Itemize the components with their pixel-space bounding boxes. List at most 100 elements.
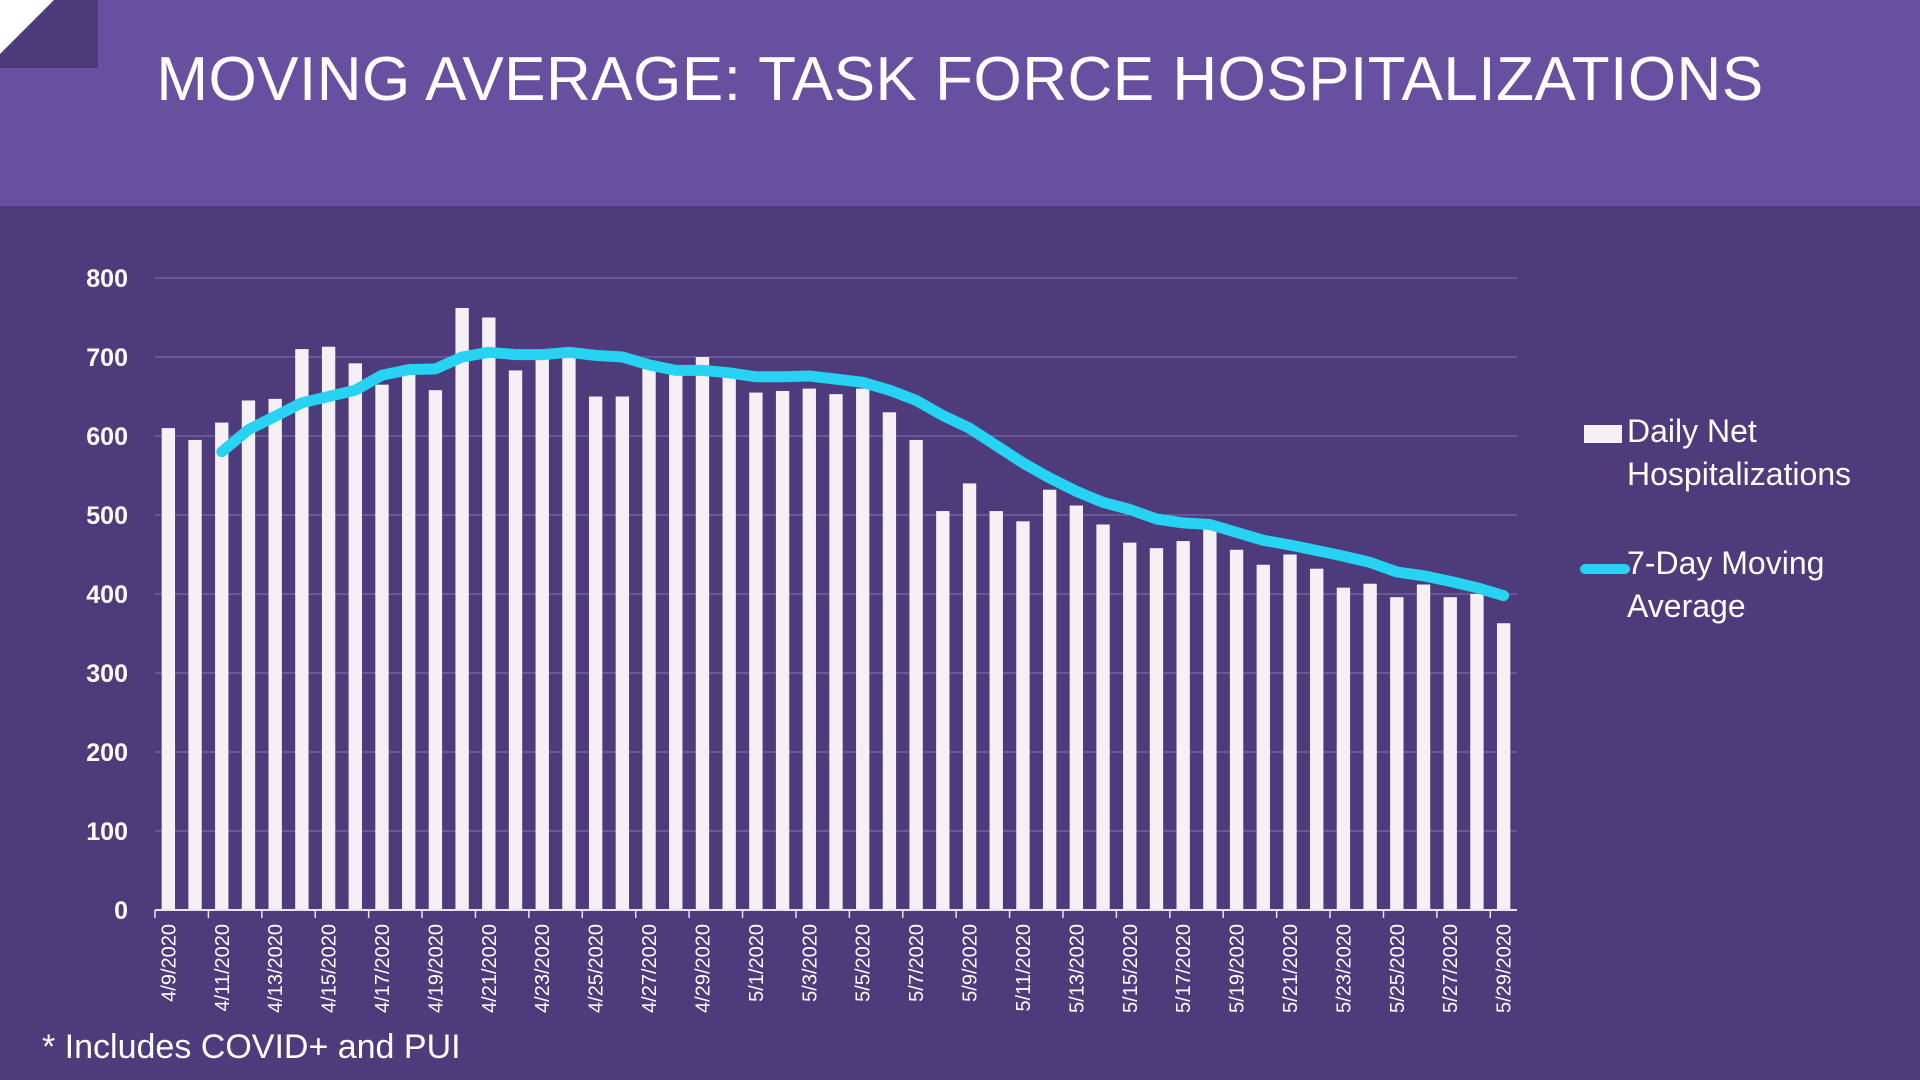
legend-label-moving-average: 7-Day Moving Average <box>1627 545 1825 624</box>
bar <box>615 396 630 910</box>
bar <box>562 357 576 910</box>
y-tick-label: 200 <box>86 739 128 767</box>
chart-legend: Daily Net Hospitalizations 7-Day Moving … <box>1580 410 1910 674</box>
bar <box>1310 568 1324 910</box>
y-tick-label: 400 <box>86 581 128 609</box>
bar <box>1416 584 1431 910</box>
x-tick-label: 4/21/2020 <box>479 924 501 1013</box>
x-tick-label: 5/29/2020 <box>1494 924 1516 1013</box>
bar <box>882 412 897 910</box>
x-tick-label: 5/23/2020 <box>1333 924 1355 1013</box>
bar <box>1390 597 1404 910</box>
x-tick-label: 4/23/2020 <box>532 924 554 1013</box>
bar <box>642 368 656 911</box>
bar <box>588 396 603 910</box>
x-tick-label: 5/19/2020 <box>1227 924 1249 1013</box>
x-tick-label: 5/13/2020 <box>1066 924 1088 1013</box>
x-tick-label: 5/9/2020 <box>960 924 982 1002</box>
bar <box>1176 541 1190 910</box>
x-tick-label: 5/5/2020 <box>853 924 875 1002</box>
y-tick-label: 500 <box>86 502 128 530</box>
bar <box>1496 623 1511 910</box>
bar <box>1203 526 1217 910</box>
bar <box>1283 554 1297 910</box>
x-axis <box>154 909 1517 918</box>
x-tick-label: 4/9/2020 <box>158 924 180 1002</box>
x-tick-label: 5/3/2020 <box>799 924 821 1002</box>
bar <box>348 363 362 910</box>
bar <box>989 511 1003 910</box>
bar <box>962 483 977 910</box>
slide-title: MOVING AVERAGE: TASK FORCE HOSPITALIZATI… <box>156 45 1764 114</box>
bar <box>1256 564 1270 910</box>
legend-item-daily-net: Daily Net Hospitalizations <box>1580 410 1910 496</box>
y-tick-label: 300 <box>86 660 128 688</box>
x-tick-label: 5/21/2020 <box>1280 924 1302 1013</box>
x-tick-label: 4/25/2020 <box>586 924 608 1013</box>
x-tick-label: 4/17/2020 <box>372 924 394 1013</box>
bar <box>856 388 870 911</box>
x-tick-label: 4/27/2020 <box>639 924 661 1013</box>
bar <box>1470 594 1484 910</box>
bar <box>508 370 523 910</box>
bar <box>1016 521 1030 910</box>
y-tick-label: 600 <box>86 423 128 451</box>
bar <box>215 422 229 910</box>
line-series-7-day-moving-average <box>216 346 1510 602</box>
bar <box>321 346 336 911</box>
bar <box>455 308 469 910</box>
corner-fold-cut <box>0 0 54 54</box>
x-tick-label: 5/25/2020 <box>1387 924 1409 1013</box>
bar <box>1069 505 1084 910</box>
x-tick-label: 4/15/2020 <box>319 924 341 1013</box>
x-tick-label: 4/11/2020 <box>212 924 234 1012</box>
title-banner: MOVING AVERAGE: TASK FORCE HOSPITALIZATI… <box>0 0 1920 206</box>
y-axis-tick-labels: 0 100 200 300 400 500 600 700 800 <box>86 265 128 925</box>
bar <box>695 357 710 910</box>
moving-average-line <box>216 346 1510 602</box>
x-tick-label: 5/11/2020 <box>1013 924 1035 1012</box>
x-tick-label: 5/7/2020 <box>906 924 928 1002</box>
y-tick-label: 0 <box>114 897 128 925</box>
bar <box>1336 587 1351 910</box>
x-tick-label: 4/19/2020 <box>425 924 447 1013</box>
bar <box>1363 583 1377 910</box>
bar <box>936 511 950 910</box>
bar <box>1149 548 1164 910</box>
bar <box>188 439 202 910</box>
legend-bar-swatch <box>1584 425 1622 443</box>
bar <box>268 398 282 910</box>
bar <box>722 374 736 910</box>
bar <box>482 317 496 910</box>
bar <box>1443 597 1457 910</box>
bar <box>1229 549 1244 910</box>
bar <box>161 428 176 910</box>
bar <box>829 394 843 910</box>
bar <box>1042 489 1057 910</box>
bar <box>669 370 683 910</box>
x-tick-label: 4/13/2020 <box>265 924 287 1013</box>
x-tick-label: 5/17/2020 <box>1173 924 1195 1013</box>
legend-line-swatch <box>1580 564 1630 574</box>
bar <box>535 358 549 911</box>
bar <box>909 439 923 910</box>
bar <box>749 392 763 910</box>
y-tick-label: 700 <box>86 344 128 372</box>
x-tick-label: 5/1/2020 <box>746 924 768 1002</box>
legend-item-moving-average: 7-Day Moving Average <box>1580 542 1910 628</box>
bar <box>1123 542 1137 910</box>
x-axis-tick-labels: 4/9/2020 4/11/2020 4/13/2020 4/15/2020 4/17/… <box>158 924 1515 1013</box>
bar <box>428 390 443 910</box>
bar <box>241 400 256 910</box>
bar <box>802 388 816 911</box>
bar <box>775 390 790 911</box>
y-tick-label: 100 <box>86 818 128 846</box>
footnote: * Includes COVID+ and PUI <box>42 1028 461 1066</box>
bar <box>295 349 309 911</box>
y-tick-label: 800 <box>86 265 128 293</box>
bar-series-daily-net-hospitalizations <box>161 308 1511 911</box>
x-tick-label: 4/29/2020 <box>693 924 715 1013</box>
bar <box>402 371 416 911</box>
bar <box>1096 524 1110 910</box>
